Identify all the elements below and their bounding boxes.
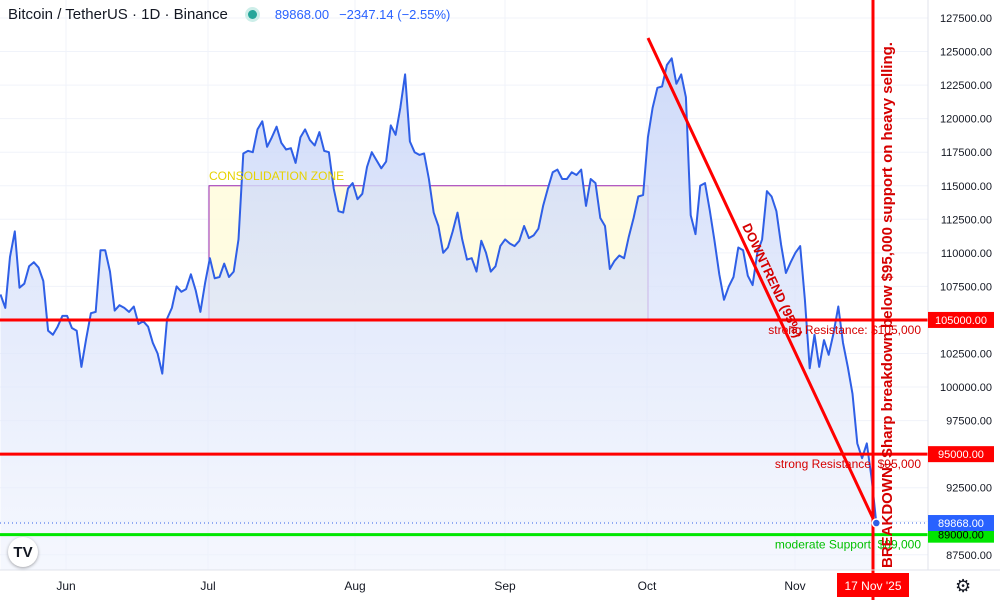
y-tick-label: 115000.00 [941,181,992,193]
level-tag: 95000.00 [938,449,984,461]
level-label: moderate Support: $89,000 [775,538,921,552]
date-tag: 17 Nov '25 [845,579,902,593]
x-tick-label: Nov [784,579,805,593]
level-label: strong Resistance: $105,000 [768,323,921,337]
y-tick-label: 107500.00 [940,281,992,293]
y-tick-label: 112500.00 [941,214,992,226]
price-change: −2347.14 (−2.55%) [339,7,451,22]
gear-icon[interactable]: ⚙ [955,576,972,596]
x-tick-label: Jun [56,579,75,593]
downtrend-line[interactable] [646,37,879,528]
tradingview-logo-icon[interactable]: TV [8,537,38,567]
price-line[interactable] [0,57,878,524]
zone-label: CONSOLIDATION ZONE [209,169,344,183]
x-tick-label: Sep [494,579,516,593]
level-tag-box [928,446,994,463]
x-tick-label: Oct [638,579,657,593]
price-axis[interactable]: 127500.00 125000.00 122500.00 120000.00 1175… [940,13,992,562]
symbol-title[interactable]: Bitcoin / TetherUS · 1D · Binance [8,6,228,23]
chart-header: Bitcoin / TetherUS · 1D · Binance 89868.… [8,6,450,23]
market-open-dot-icon [247,10,257,19]
current-price-tag: 89868.00 [938,518,984,530]
current-price-tag-box [928,515,994,532]
y-tick-label: 127500.00 [940,13,992,25]
time-axis[interactable]: Jun Jul Aug Sep Oct Nov [56,579,805,593]
y-tick-label: 102500.00 [940,349,992,361]
y-tick-label: 122500.00 [940,80,992,92]
y-tick-label: 100000.00 [940,382,992,394]
level-tag: 89000.00 [938,530,984,542]
y-tick-label: 92500.00 [946,483,992,495]
price-area-fill [0,58,877,570]
last-price: 89868.00 [274,7,330,22]
y-tick-label: 125000.00 [940,47,992,59]
y-tick-label: 87500.00 [946,550,992,562]
date-tag-box [837,573,909,597]
x-tick-label: Aug [344,579,365,593]
level-tag: 105000.00 [935,315,987,327]
y-tick-label: 120000.00 [940,114,992,126]
level-tag-box [928,311,994,328]
last-price-marker [871,518,882,528]
y-tick-label: 117500.00 [941,147,992,159]
x-tick-label: Jul [200,579,215,593]
y-tick-label: 97500.00 [946,416,992,428]
breakdown-annotation: BREAKDOWN: Sharp breakdown below $95,000… [879,42,896,568]
y-tick-label: 110000.00 [941,248,992,260]
